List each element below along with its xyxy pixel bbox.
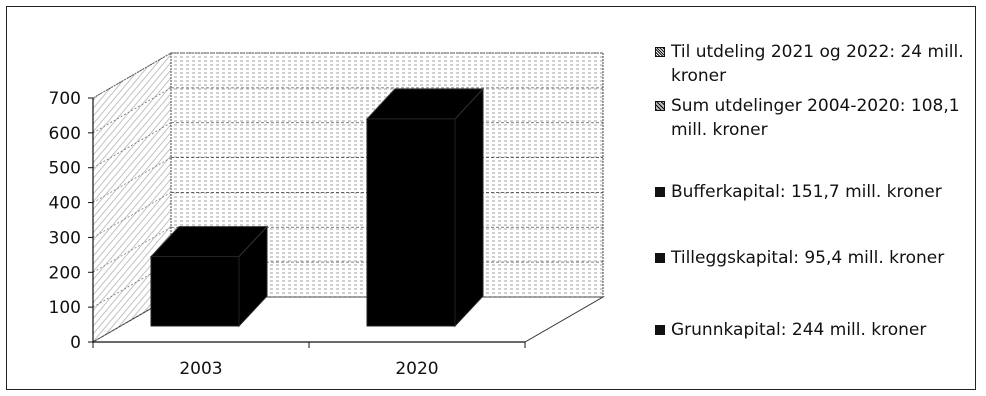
- side-gridline: [92, 87, 172, 134]
- side-gridline: [92, 296, 172, 343]
- bar-front: [150, 256, 240, 327]
- tick-labels: 0 100 200 300 400 500 600 700 2003 2020: [49, 89, 439, 379]
- side-gridline: [92, 157, 172, 203]
- legend-swatch: [655, 325, 665, 335]
- y-tick-label: 100: [49, 298, 81, 318]
- y-tick-label: 700: [49, 89, 81, 109]
- legend-swatch: [655, 187, 665, 197]
- bar-side: [454, 87, 484, 328]
- legend-swatch: [655, 47, 665, 57]
- side-gridline: [92, 192, 172, 238]
- legend-label: Til utdeling 2021 og 2022: 24 mill. kron…: [671, 42, 964, 86]
- legend-swatch: [655, 101, 665, 111]
- legend-item-sum-utdelinger: Sum utdelinger 2004-2020: 108,1 mill. kr…: [655, 94, 966, 142]
- side-gridline: [92, 52, 172, 99]
- legend-label: Bufferkapital: 151,7 mill. kroner: [671, 182, 942, 202]
- legend-item-bufferkapital: Bufferkapital: 151,7 mill. kroner: [655, 180, 966, 204]
- y-tick-label: 600: [49, 124, 81, 144]
- chart-frame: [6, 6, 976, 390]
- bar-2020: [365, 87, 485, 328]
- legend-item-tilleggskapital: Tilleggskapital: 95,4 mill. kroner: [655, 246, 966, 270]
- side-gridline: [92, 122, 172, 169]
- y-tick-label: 200: [49, 263, 81, 283]
- y-tick-label: 400: [49, 194, 81, 214]
- x-tick-label: 2003: [179, 359, 222, 379]
- bar-2003: [149, 225, 269, 328]
- bar-front: [366, 118, 456, 327]
- legend-item-til-utdeling: Til utdeling 2021 og 2022: 24 mill. kron…: [655, 40, 966, 88]
- y-tick-label: 0: [70, 333, 81, 353]
- x-tick-label: 2020: [395, 359, 438, 379]
- side-gridline: [92, 226, 172, 273]
- y-tick-label: 500: [49, 159, 81, 179]
- side-gridline: [92, 261, 172, 308]
- legend-label: Sum utdelinger 2004-2020: 108,1 mill. kr…: [671, 96, 960, 140]
- legend-swatch: [655, 253, 665, 263]
- legend-label: Tilleggskapital: 95,4 mill. kroner: [671, 248, 945, 268]
- legend-item-grunnkapital: Grunnkapital: 244 mill. kroner: [655, 318, 966, 342]
- bars: [149, 87, 485, 328]
- legend-label: Grunnkapital: 244 mill. kroner: [671, 320, 927, 340]
- axes: [88, 97, 526, 348]
- y-tick-label: 300: [49, 228, 81, 248]
